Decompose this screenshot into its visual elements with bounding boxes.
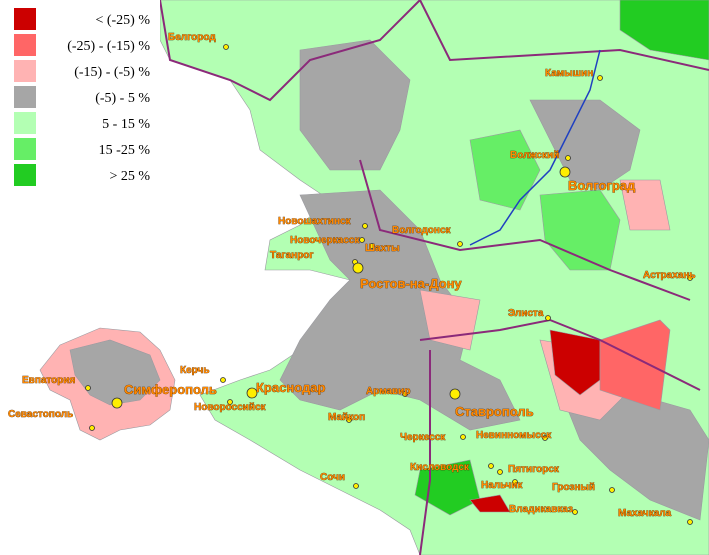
city-label: Элиста: [508, 308, 544, 319]
city-dot: [246, 387, 258, 399]
city-label: Сочи: [320, 472, 345, 483]
legend-swatch: [14, 86, 36, 108]
city-label: Шахты: [365, 243, 400, 254]
city-dot: [565, 155, 571, 161]
city-dot: [359, 237, 365, 243]
city-label: Волгодонск: [392, 225, 452, 236]
legend-label: (-5) - 5 %: [95, 91, 150, 106]
legend-label: < (-25) %: [95, 13, 150, 28]
city-label: Грозный: [552, 482, 595, 493]
city-label: Ставрополь: [455, 404, 534, 419]
city-label: Новороссийск: [194, 402, 267, 413]
city-label: Евпатория: [22, 375, 76, 386]
city-dot: [352, 262, 364, 274]
city-dot: [223, 44, 229, 50]
legend-swatch: [14, 164, 36, 186]
city-label: Армавир: [366, 386, 410, 397]
city-label: Кисловодск: [410, 462, 470, 473]
city-label: Симферополь: [124, 382, 217, 397]
city-dot: [220, 377, 226, 383]
legend-label: (-15) - (-5) %: [74, 65, 150, 80]
region-border: [159, 0, 709, 555]
city-dot: [85, 385, 91, 391]
city-dot: [687, 519, 693, 525]
city-dot: [402, 391, 408, 397]
city-dot: [369, 243, 375, 249]
city-dot: [457, 241, 463, 247]
city-dot: [362, 223, 368, 229]
city-dot: [687, 275, 693, 281]
city-dot: [488, 463, 494, 469]
city-label: Пятигорск: [508, 464, 560, 475]
legend-swatch: [14, 112, 36, 134]
city-label: Новочеркасск: [290, 235, 360, 246]
land: [39, 0, 709, 555]
city-label: Нальчик: [481, 480, 523, 491]
river: [469, 49, 601, 246]
legend-swatch: [14, 8, 36, 30]
city-label: Черкесск: [400, 432, 446, 443]
legend-label: (-25) - (-15) %: [67, 39, 150, 54]
city-dot: [572, 509, 578, 515]
city-label: Краснодар: [256, 380, 325, 395]
city-dot: [449, 388, 461, 400]
city-label: Севастополь: [8, 409, 73, 420]
city-dot: [346, 417, 352, 423]
city-label: Ростов-на-Дону: [360, 276, 462, 291]
city-dot: [597, 75, 603, 81]
city-dot: [545, 315, 551, 321]
cities: Белгород Камышин Волжский Волгоград Новошахт…: [8, 32, 696, 525]
city-dot: [89, 425, 95, 431]
city-label: Астрахань: [643, 270, 696, 281]
legend-label: > 25 %: [109, 169, 150, 184]
city-label: Махачкала: [618, 508, 672, 519]
city-dot: [512, 479, 518, 485]
city-dot: [559, 166, 571, 178]
city-dot: [111, 397, 123, 409]
city-label: Волжский: [510, 150, 559, 161]
city-dot: [497, 469, 503, 475]
city-label: Владикавказ: [509, 504, 573, 515]
city-dot: [353, 483, 359, 489]
city-label: Новошахтинск: [278, 216, 352, 227]
city-label: Камышин: [545, 68, 593, 79]
legend-swatch: [14, 138, 36, 160]
legend-label: 5 - 15 %: [102, 117, 150, 132]
city-dot: [542, 435, 548, 441]
city-dot: [460, 434, 466, 440]
city-label: Волгоград: [568, 178, 636, 193]
city-label: Керчь: [180, 365, 209, 376]
city-dot: [609, 487, 615, 493]
city-dot: [227, 399, 233, 405]
legend-label: 15 -25 %: [99, 143, 151, 158]
city-label: Майкоп: [328, 412, 365, 423]
legend-swatch: [14, 60, 36, 82]
city-label: Белгород: [168, 32, 216, 43]
city-label: Невинномысск: [476, 430, 552, 441]
legend: < (-25) % (-25) - (-15) % (-15) - (-5) % (-…: [14, 8, 150, 186]
city-label: Таганрог: [270, 250, 314, 261]
legend-swatch: [14, 34, 36, 56]
